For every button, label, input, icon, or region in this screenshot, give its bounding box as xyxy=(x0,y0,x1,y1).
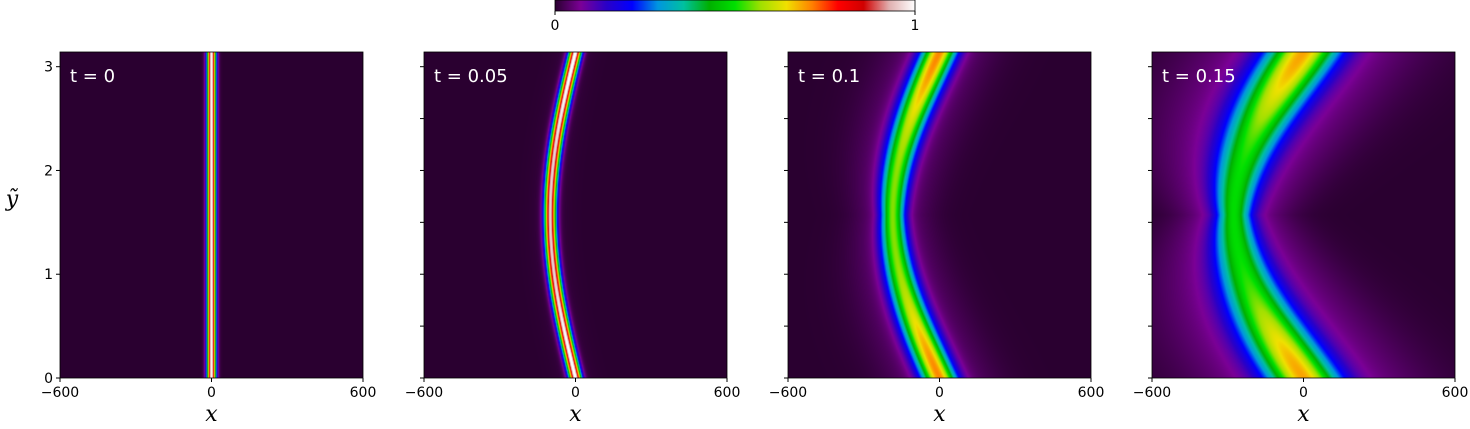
x-tick-label: −600 xyxy=(405,385,443,401)
panel-4: t = 0.15 −600 0 600 x xyxy=(1133,51,1469,427)
x-tick-label: −600 xyxy=(769,385,807,401)
y-tick-label: 3 xyxy=(44,60,53,76)
panel-time-label: t = 0.1 xyxy=(798,66,860,87)
y-axis-title: ỹ xyxy=(5,187,19,212)
x-axis-title: x xyxy=(933,402,946,427)
x-tick-label: 600 xyxy=(1078,385,1105,401)
y-tick-label: 0 xyxy=(44,371,53,387)
colorbar-gradient xyxy=(554,0,916,12)
heatmap-image xyxy=(1152,52,1455,378)
x-tick-label: 0 xyxy=(935,385,944,401)
y-tick-label: 1 xyxy=(44,267,53,283)
x-tick-label: 600 xyxy=(350,385,377,401)
heatmap-image xyxy=(60,52,363,378)
heatmap-image xyxy=(424,52,727,378)
x-tick-label: 0 xyxy=(571,385,580,401)
x-tick-label: 600 xyxy=(1442,385,1469,401)
panel-time-label: t = 0.15 xyxy=(1162,66,1236,87)
colorbar: 0 1 xyxy=(551,0,920,34)
y-tick-label: 2 xyxy=(44,163,53,179)
colorbar-label-max: 1 xyxy=(911,18,920,34)
x-axis-title: x xyxy=(205,402,218,427)
x-tick-label: −600 xyxy=(1133,385,1171,401)
panel-time-label: t = 0.05 xyxy=(434,66,508,87)
x-tick-label: 0 xyxy=(1299,385,1308,401)
x-tick-label: 600 xyxy=(714,385,741,401)
panel-2: t = 0.05 −600 0 600 x xyxy=(405,51,741,427)
x-axis-title: x xyxy=(569,402,582,427)
colorbar-label-min: 0 xyxy=(551,18,560,34)
panel-3: t = 0.1 −600 0 600 x xyxy=(769,51,1105,427)
heatmap-image xyxy=(788,52,1091,378)
x-tick-label: 0 xyxy=(207,385,216,401)
panel-time-label: t = 0 xyxy=(70,66,115,87)
x-axis-title: x xyxy=(1297,402,1310,427)
x-tick-label: −600 xyxy=(41,385,79,401)
